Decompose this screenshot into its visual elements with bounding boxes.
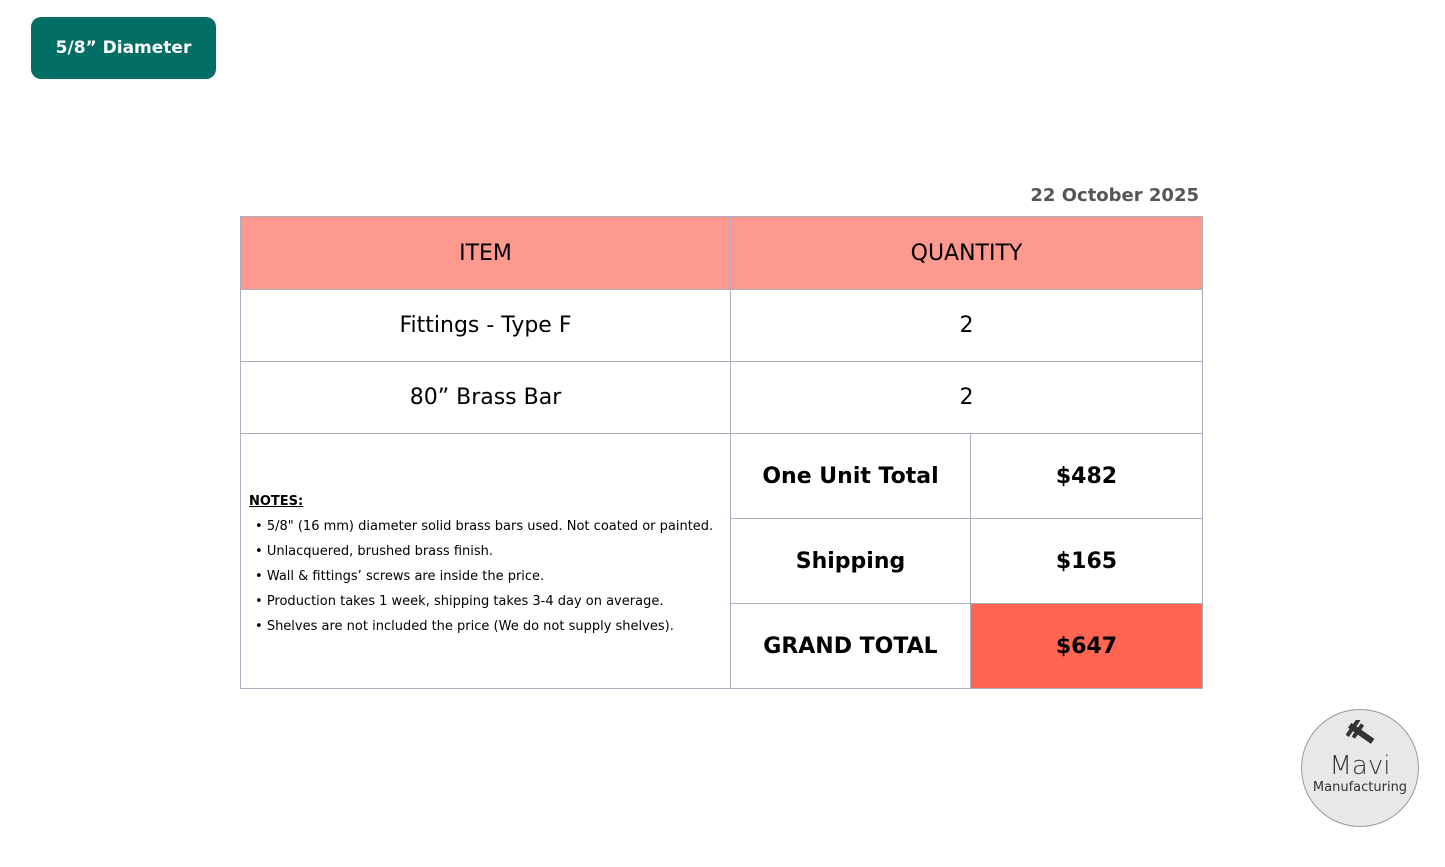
logo-name: Mavi [1329,751,1391,781]
shipping-label: Shipping [730,518,971,604]
notes-title: NOTES: [249,494,304,509]
grand-total-label: GRAND TOTAL [730,603,971,689]
note-item: 5/8" (16 mm) diameter solid brass bars u… [255,514,713,539]
shipping-value: $165 [970,518,1203,604]
quote-date: 22 October 2025 [1030,185,1199,206]
logo-sub: Manufacturing [1312,780,1408,795]
unit-total-value: $482 [970,433,1203,519]
unit-total-label: One Unit Total [730,433,971,519]
note-item: Unlacquered, brushed brass finish. [255,539,713,564]
caliper-icon [1345,718,1375,744]
row-item: 80” Brass Bar [240,361,731,434]
mavi-logo: Mavi Manufacturing [1301,709,1419,827]
grand-total-value: $647 [970,603,1203,689]
row-quantity: 2 [730,289,1203,362]
note-item: Shelves are not included the price (We d… [255,614,713,639]
header-item: ITEM [240,216,731,290]
row-quantity: 2 [730,361,1203,434]
notes: NOTES: 5/8" (16 mm) diameter solid brass… [249,489,713,639]
row-item: Fittings - Type F [240,289,731,362]
note-item: Wall & fittings’ screws are inside the p… [255,564,713,589]
header-quantity: QUANTITY [730,216,1203,290]
note-item: Production takes 1 week, shipping takes … [255,589,713,614]
diameter-badge: 5/8” Diameter [31,17,216,79]
